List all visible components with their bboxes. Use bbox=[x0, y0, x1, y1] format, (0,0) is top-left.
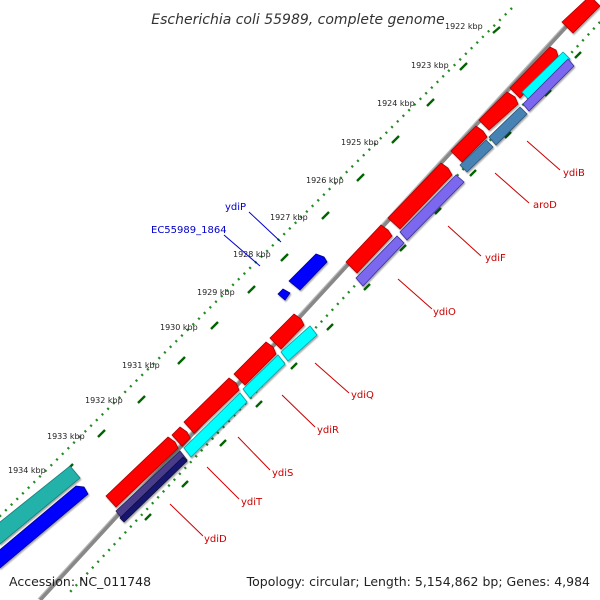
gene-label-ydiR[interactable]: ydiR bbox=[317, 425, 339, 436]
cds-arrow[interactable] bbox=[509, 46, 559, 99]
EC55989_1864-arrow[interactable] bbox=[277, 288, 291, 301]
reverse-strand-features bbox=[0, 253, 328, 569]
gene-label-ydiS[interactable]: ydiS bbox=[272, 468, 293, 479]
cds-arrow[interactable] bbox=[561, 0, 600, 34]
gene-label-ydiQ[interactable]: ydiQ bbox=[351, 390, 374, 401]
cds-arrow[interactable] bbox=[450, 125, 488, 163]
cds-arrow[interactable] bbox=[345, 224, 393, 274]
inner-track-features bbox=[115, 51, 575, 523]
steelblue-feature[interactable] bbox=[488, 106, 528, 146]
blue-feature-arrow[interactable] bbox=[0, 485, 89, 569]
tick-label: 1928 kbp bbox=[233, 250, 271, 259]
inner-guide-ticks bbox=[144, 51, 582, 521]
tick-label: 1927 kbp bbox=[270, 213, 308, 222]
tick-label: 1925 kbp bbox=[341, 138, 379, 147]
ruler-major-ticks bbox=[65, 26, 501, 472]
forward-strand-features bbox=[105, 0, 600, 508]
gene-label-aroD[interactable]: aroD bbox=[533, 200, 557, 211]
tick-label: 1932 kbp bbox=[85, 396, 123, 405]
gene-label-ydiF[interactable]: ydiF bbox=[485, 253, 506, 264]
slate-feature[interactable] bbox=[522, 58, 575, 112]
cyan-feature[interactable] bbox=[280, 325, 318, 362]
tick-label: 1929 kbp bbox=[197, 288, 235, 297]
cds-arrow[interactable] bbox=[269, 313, 305, 350]
navy-feature[interactable] bbox=[119, 456, 188, 523]
tick-label: 1923 kbp bbox=[411, 61, 449, 70]
cds-arrow[interactable] bbox=[387, 162, 453, 230]
map-title: Escherichia coli 55989, complete genome bbox=[151, 12, 444, 28]
ruler-labels: 1922 kbp 1923 kbp 1924 kbp 1925 kbp 1926… bbox=[8, 22, 483, 475]
ydiP-arrow[interactable] bbox=[288, 253, 328, 291]
gene-label-ydiT[interactable]: ydiT bbox=[241, 497, 263, 508]
cyan-feature[interactable] bbox=[242, 354, 286, 399]
tick-label: 1933 kbp bbox=[47, 432, 85, 441]
purple-feature[interactable] bbox=[399, 174, 465, 241]
teal-feature-bar[interactable] bbox=[0, 465, 81, 545]
gene-label-ydiO[interactable]: ydiO bbox=[433, 307, 456, 318]
accession-text: Accession: NC_011748 bbox=[9, 574, 151, 589]
gene-label-ydiD[interactable]: ydiD bbox=[204, 534, 227, 545]
gene-label-ydiB[interactable]: ydiB bbox=[563, 168, 585, 179]
tick-label: 1931 kbp bbox=[122, 361, 160, 370]
tick-label: 1934 kbp bbox=[8, 466, 46, 475]
cds-arrow[interactable] bbox=[183, 377, 240, 434]
gene-label-ydiP[interactable]: ydiP bbox=[225, 202, 246, 213]
cyan-feature[interactable] bbox=[521, 51, 571, 101]
cds-arrow[interactable] bbox=[478, 91, 519, 131]
ruler-outer-dots bbox=[0, 7, 513, 518]
tick-label: 1924 kbp bbox=[377, 99, 415, 108]
cyan-feature[interactable] bbox=[183, 392, 248, 458]
label-connectors bbox=[169, 140, 561, 537]
cds-arrow[interactable] bbox=[171, 426, 191, 447]
gene-label-EC55989_1864[interactable]: EC55989_1864 bbox=[151, 225, 227, 236]
cds-arrow[interactable] bbox=[105, 436, 179, 508]
tick-label: 1926 kbp bbox=[306, 176, 344, 185]
purple-feature[interactable] bbox=[355, 235, 405, 287]
tick-label: 1930 kbp bbox=[160, 323, 198, 332]
genome-summary-text: Topology: circular; Length: 5,154,862 bp… bbox=[246, 574, 590, 589]
gene-labels: ydiP EC55989_1864 ydiB aroD ydiF ydiO yd… bbox=[151, 168, 585, 545]
cds-arrow[interactable] bbox=[233, 341, 277, 386]
steelblue-feature[interactable] bbox=[459, 139, 494, 173]
tick-label: 1922 kbp bbox=[445, 22, 483, 31]
